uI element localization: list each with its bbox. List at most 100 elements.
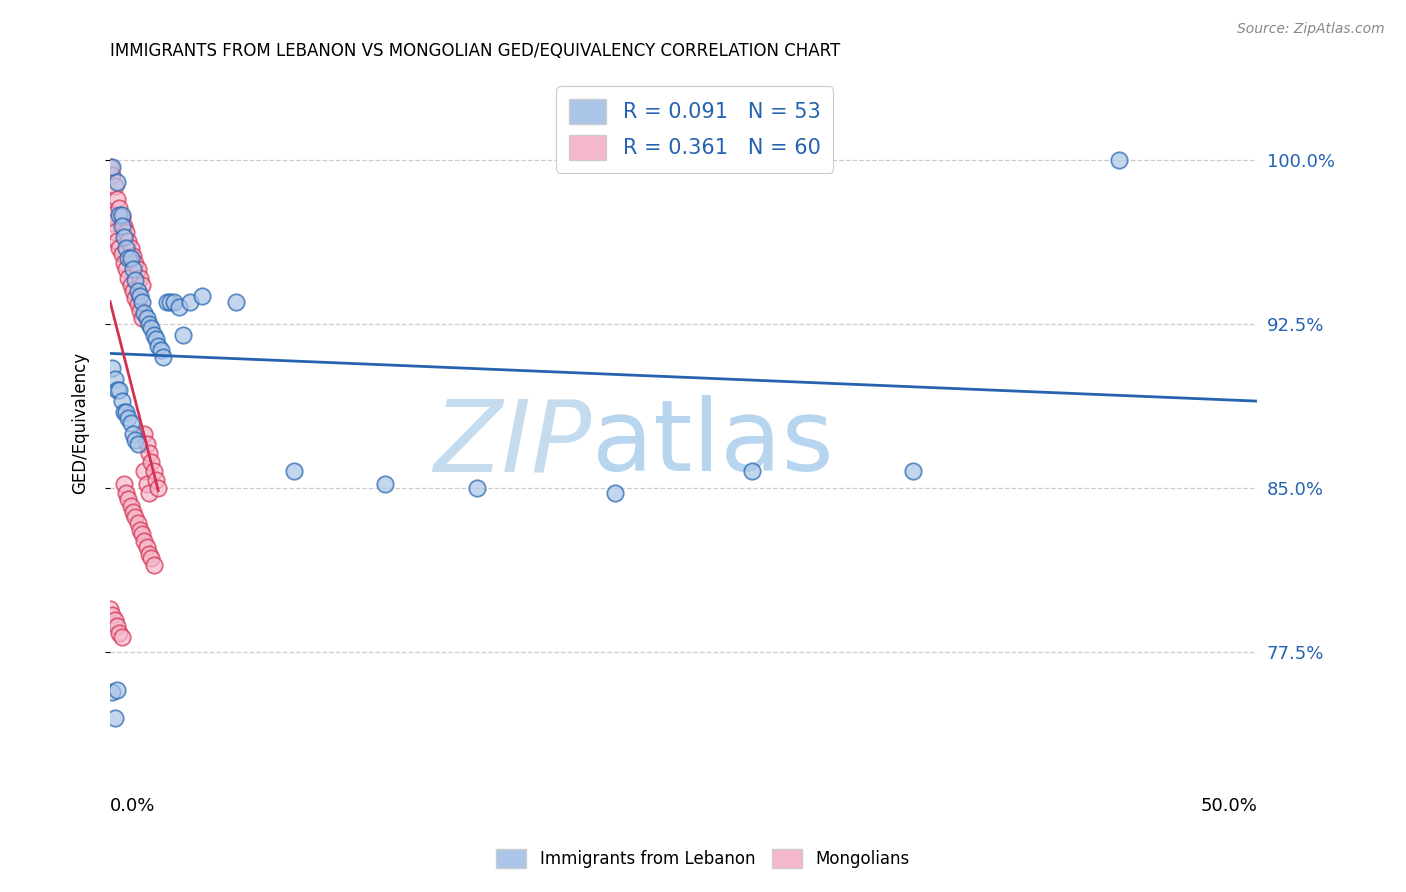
- Point: [283, 464, 305, 478]
- Point: [117, 234, 139, 248]
- Point: [112, 256, 135, 270]
- Point: [131, 295, 153, 310]
- Y-axis label: GED/Equivalency: GED/Equivalency: [72, 351, 89, 493]
- Point: [117, 252, 139, 266]
- Point: [108, 201, 131, 215]
- Point: [128, 271, 150, 285]
- Point: [741, 464, 763, 478]
- Point: [138, 446, 160, 460]
- Point: [110, 219, 132, 233]
- Point: [120, 252, 142, 266]
- Point: [128, 523, 150, 537]
- Point: [131, 527, 153, 541]
- Text: ZIP: ZIP: [433, 395, 592, 492]
- Point: [122, 285, 145, 299]
- Point: [117, 271, 139, 285]
- Point: [152, 350, 174, 364]
- Point: [105, 234, 128, 248]
- Point: [115, 262, 138, 277]
- Point: [149, 343, 172, 358]
- Point: [465, 481, 488, 495]
- Point: [134, 464, 156, 478]
- Point: [110, 393, 132, 408]
- Point: [112, 405, 135, 419]
- Point: [134, 306, 156, 320]
- Point: [127, 262, 149, 277]
- Point: [134, 426, 156, 441]
- Point: [104, 225, 127, 239]
- Point: [135, 541, 157, 555]
- Point: [105, 383, 128, 397]
- Text: 50.0%: 50.0%: [1201, 797, 1257, 815]
- Point: [105, 619, 128, 633]
- Point: [163, 295, 186, 310]
- Point: [138, 547, 160, 561]
- Point: [141, 321, 163, 335]
- Point: [124, 256, 146, 270]
- Point: [138, 485, 160, 500]
- Point: [115, 240, 138, 254]
- Point: [124, 273, 146, 287]
- Point: [603, 485, 626, 500]
- Point: [120, 240, 142, 254]
- Point: [101, 685, 124, 699]
- Point: [131, 277, 153, 292]
- Point: [128, 304, 150, 318]
- Point: [225, 295, 247, 310]
- Legend: Immigrants from Lebanon, Mongolians: Immigrants from Lebanon, Mongolians: [489, 843, 917, 875]
- Text: 0.0%: 0.0%: [110, 797, 156, 815]
- Point: [110, 210, 132, 224]
- Point: [101, 360, 124, 375]
- Point: [110, 208, 132, 222]
- Point: [122, 262, 145, 277]
- Point: [374, 476, 396, 491]
- Point: [112, 219, 135, 233]
- Point: [108, 383, 131, 397]
- Point: [112, 229, 135, 244]
- Point: [148, 481, 170, 495]
- Point: [134, 533, 156, 548]
- Point: [124, 433, 146, 447]
- Point: [105, 682, 128, 697]
- Legend: R = 0.091   N = 53, R = 0.361   N = 60: R = 0.091 N = 53, R = 0.361 N = 60: [557, 87, 834, 172]
- Point: [124, 291, 146, 305]
- Point: [159, 295, 181, 310]
- Point: [145, 333, 167, 347]
- Point: [122, 505, 145, 519]
- Text: IMMIGRANTS FROM LEBANON VS MONGOLIAN GED/EQUIVALENCY CORRELATION CHART: IMMIGRANTS FROM LEBANON VS MONGOLIAN GED…: [110, 42, 841, 60]
- Point: [124, 509, 146, 524]
- Point: [128, 288, 150, 302]
- Point: [148, 339, 170, 353]
- Text: Source: ZipAtlas.com: Source: ZipAtlas.com: [1237, 22, 1385, 37]
- Point: [142, 328, 165, 343]
- Point: [110, 247, 132, 261]
- Point: [101, 216, 124, 230]
- Point: [104, 613, 127, 627]
- Point: [120, 416, 142, 430]
- Point: [101, 608, 124, 623]
- Point: [141, 551, 163, 566]
- Point: [120, 277, 142, 292]
- Point: [142, 558, 165, 572]
- Point: [142, 464, 165, 478]
- Point: [104, 179, 127, 194]
- Point: [127, 285, 149, 299]
- Point: [901, 464, 924, 478]
- Point: [127, 437, 149, 451]
- Point: [145, 473, 167, 487]
- Point: [115, 485, 138, 500]
- Point: [120, 499, 142, 513]
- Point: [104, 711, 127, 725]
- Point: [98, 601, 121, 615]
- Point: [172, 328, 194, 343]
- Point: [108, 625, 131, 640]
- Point: [108, 240, 131, 254]
- Point: [105, 175, 128, 189]
- Point: [131, 310, 153, 325]
- Point: [122, 426, 145, 441]
- Point: [104, 372, 127, 386]
- Point: [1108, 153, 1130, 167]
- Point: [167, 300, 190, 314]
- Point: [135, 476, 157, 491]
- Point: [115, 405, 138, 419]
